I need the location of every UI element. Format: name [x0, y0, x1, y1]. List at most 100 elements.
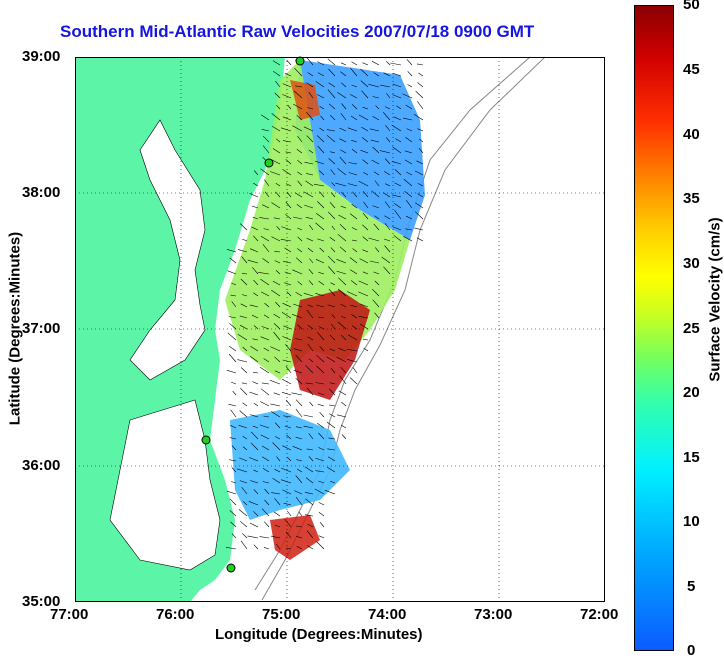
velocity-arrow: [306, 238, 314, 242]
x-tick: 77:00: [50, 606, 89, 623]
velocity-arrow: [251, 205, 259, 209]
velocity-arrow: [385, 125, 391, 132]
velocity-arrow: [384, 106, 391, 110]
velocity-arrow: [340, 205, 347, 209]
velocity-arrow: [393, 116, 402, 121]
velocity-arrow: [407, 71, 413, 77]
velocity-arrow: [318, 432, 325, 440]
velocity-arrow: [318, 502, 325, 506]
velocity-arrow: [372, 205, 380, 209]
velocity-arrow: [227, 332, 237, 341]
velocity-arrow: [228, 403, 237, 407]
velocity-arrow: [252, 425, 259, 429]
velocity-arrow: [263, 358, 270, 363]
velocity-arrow: [303, 126, 314, 132]
velocity-arrow: [295, 436, 303, 440]
velocity-arrow: [315, 81, 325, 88]
velocity-arrow: [296, 204, 303, 209]
velocity-arrow: [417, 193, 424, 198]
velocity-arrow: [402, 93, 413, 99]
velocity-arrow: [415, 90, 424, 99]
velocity-arrow: [350, 115, 358, 121]
velocity-arrow: [372, 96, 380, 99]
velocity-arrow: [259, 217, 270, 220]
velocity-arrow: [327, 255, 336, 264]
velocity-arrow: [371, 159, 380, 165]
velocity-arrow: [295, 399, 303, 407]
velocity-region-south-low: [230, 410, 350, 520]
velocity-arrow: [250, 431, 259, 440]
velocity-arrow: [331, 313, 336, 319]
velocity-arrow: [350, 280, 358, 286]
velocity-arrow: [339, 127, 347, 132]
velocity-arrow: [276, 225, 281, 231]
velocity-arrow: [280, 127, 292, 132]
velocity-arrow: [309, 401, 314, 407]
velocity-arrow: [318, 272, 325, 275]
velocity-arrow: [346, 359, 358, 363]
velocity-arrow: [263, 347, 270, 352]
velocity-arrow: [373, 271, 380, 275]
velocity-arrow: [338, 390, 347, 396]
velocity-arrow: [240, 521, 248, 528]
velocity-arrow: [285, 214, 292, 220]
velocity-arrow: [229, 459, 237, 462]
x-tick: 75:00: [262, 606, 301, 623]
velocity-arrow: [329, 114, 336, 121]
velocity-arrow: [384, 245, 391, 253]
velocity-arrow: [253, 544, 259, 550]
velocity-arrow: [304, 466, 314, 473]
velocity-arrow: [384, 201, 391, 209]
velocity-arrow: [230, 425, 237, 429]
map-title: Southern Mid-Atlantic Raw Velocities 200…: [60, 22, 535, 41]
velocity-arrow: [253, 325, 259, 330]
velocity-arrow: [230, 294, 237, 297]
colorbar-tick: 15: [683, 449, 700, 466]
velocity-arrow: [362, 106, 369, 110]
colorbar-tick: 30: [683, 255, 700, 272]
velocity-arrow: [264, 488, 270, 495]
velocity-arrow: [318, 326, 325, 330]
velocity-arrow: [281, 392, 292, 396]
velocity-arrow: [363, 172, 369, 176]
velocity-arrow: [295, 291, 303, 297]
velocity-arrow: [372, 288, 380, 297]
velocity-arrow: [348, 172, 358, 176]
velocity-arrow: [240, 278, 248, 286]
velocity-arrow: [259, 536, 270, 539]
velocity-arrow: [295, 338, 303, 341]
velocity-arrow: [253, 235, 259, 242]
velocity-arrow: [368, 84, 380, 88]
velocity-arrow: [308, 456, 314, 462]
velocity-arrow: [341, 316, 347, 319]
bay-water: [129, 119, 206, 381]
velocity-arrow: [381, 256, 391, 264]
velocity-arrow: [330, 282, 336, 286]
velocity-arrow: [373, 223, 380, 231]
velocity-arrow: [282, 116, 292, 121]
colorbar-tick: 50: [683, 0, 700, 13]
velocity-arrow: [347, 183, 358, 187]
velocity-arrow: [394, 169, 402, 176]
velocity-arrow: [329, 236, 336, 242]
velocity-arrow: [293, 90, 303, 99]
velocity-arrow: [340, 303, 347, 308]
velocity-arrow: [308, 269, 314, 275]
velocity-arrow: [285, 159, 292, 165]
velocity-arrow: [273, 313, 281, 319]
velocity-arrow: [326, 466, 336, 473]
velocity-arrow: [259, 424, 270, 429]
velocity-arrow: [391, 161, 402, 165]
velocity-arrow: [358, 280, 369, 286]
velocity-arrow: [347, 291, 358, 297]
velocity-arrow: [379, 84, 391, 88]
x-tick: 72:00: [580, 606, 619, 623]
velocity-arrow: [318, 447, 325, 451]
velocity-arrow: [253, 469, 259, 473]
velocity-arrow: [271, 236, 281, 242]
velocity-arrow: [403, 178, 413, 187]
velocity-arrow: [295, 496, 303, 506]
velocity-arrow: [231, 301, 237, 308]
velocity-arrow: [247, 535, 259, 539]
velocity-arrow: [337, 234, 347, 242]
